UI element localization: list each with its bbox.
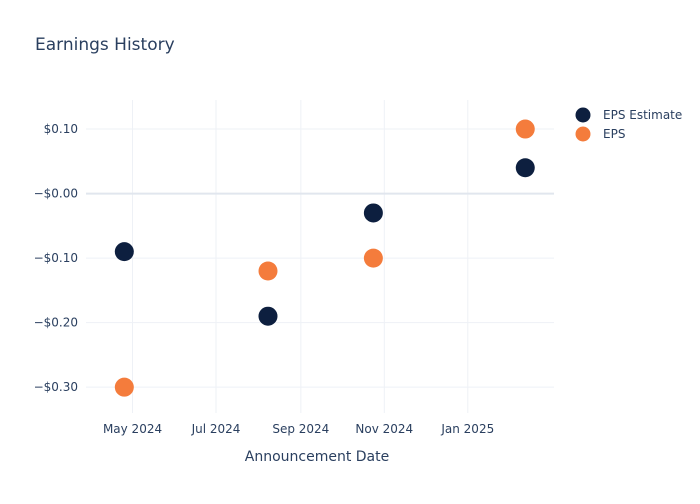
point-eps[interactable] — [363, 248, 383, 268]
legend-label-eps[interactable]: EPS — [603, 127, 625, 141]
y-tick-label: −$0.30 — [34, 380, 78, 394]
y-tick-label: $0.10 — [44, 122, 78, 136]
point-eps-estimate[interactable] — [258, 306, 278, 326]
legend-marker-eps-estimate[interactable] — [575, 107, 591, 123]
legend-label-eps-estimate[interactable]: EPS Estimate — [603, 108, 682, 122]
point-eps[interactable] — [258, 261, 278, 281]
x-tick-label: Nov 2024 — [355, 422, 413, 436]
point-eps[interactable] — [515, 119, 535, 139]
x-tick-label: Jan 2025 — [440, 422, 494, 436]
x-axis-title: Announcement Date — [245, 449, 389, 465]
y-tick-label: −$0.10 — [34, 251, 78, 265]
point-eps[interactable] — [114, 377, 134, 397]
point-eps-estimate[interactable] — [363, 203, 383, 223]
x-axis-ticks: May 2024 Jul 2024 Sep 2024 Nov 2024 Jan 2025 — [103, 422, 494, 436]
legend-marker-eps[interactable] — [575, 126, 591, 142]
legend[interactable]: EPS Estimate EPS — [575, 107, 683, 142]
x-tick-label: May 2024 — [103, 422, 162, 436]
y-tick-label: −$0.00 — [34, 187, 78, 201]
grid — [86, 100, 554, 413]
y-tick-label: −$0.20 — [34, 316, 78, 330]
point-eps-estimate[interactable] — [114, 242, 134, 262]
point-eps-estimate[interactable] — [515, 158, 535, 178]
x-tick-label: Jul 2024 — [191, 422, 241, 436]
chart-title: Earnings History — [35, 35, 175, 55]
y-axis-ticks: $0.10 −$0.00 −$0.10 −$0.20 −$0.30 — [34, 122, 78, 394]
x-tick-label: Sep 2024 — [272, 422, 329, 436]
data-points[interactable] — [114, 119, 535, 397]
